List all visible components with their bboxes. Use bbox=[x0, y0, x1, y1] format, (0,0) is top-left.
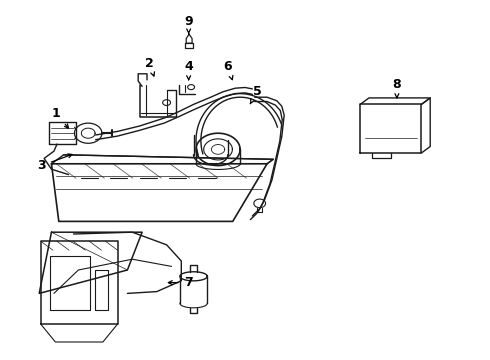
Text: 1: 1 bbox=[52, 107, 69, 128]
Text: 2: 2 bbox=[145, 57, 154, 76]
Text: 7: 7 bbox=[169, 276, 193, 289]
Text: 8: 8 bbox=[392, 78, 401, 98]
Text: 5: 5 bbox=[250, 85, 262, 104]
Text: 4: 4 bbox=[184, 60, 193, 80]
Text: 9: 9 bbox=[184, 15, 193, 34]
Text: 6: 6 bbox=[223, 60, 233, 80]
Text: 3: 3 bbox=[37, 154, 72, 172]
